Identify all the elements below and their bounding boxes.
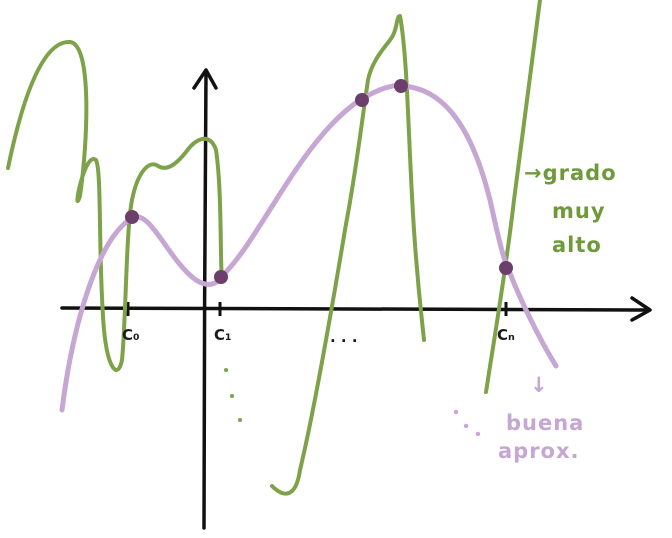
x-axis-arrowhead [630,296,652,322]
interpolation-points [125,79,513,284]
c1-dots [224,368,242,422]
point-c1 [214,270,228,284]
label-c1: C₁ [214,326,232,344]
note-green-line2: muy [552,199,606,223]
x-axis [60,306,650,312]
label-c0: C₀ [122,326,140,344]
purple-dots [453,409,481,437]
note-green-line3: alto [552,233,602,257]
y-axis-arrowhead [192,68,218,90]
y-axis [202,70,208,530]
note-purple-line2: aprox. [498,439,580,463]
approx-curve [59,83,559,413]
point-c0 [125,210,139,224]
high-degree-curve [6,0,542,496]
note-green-line1: →grado [524,161,617,185]
point-mid-2 [394,79,408,93]
purple-arrow: ↓ [530,373,549,397]
label-cn: Cₙ [497,326,515,344]
point-mid-1 [355,93,369,107]
point-cn [499,261,513,275]
note-purple-line1: buena [506,411,584,435]
label-axis-dots: . . . [330,328,358,346]
